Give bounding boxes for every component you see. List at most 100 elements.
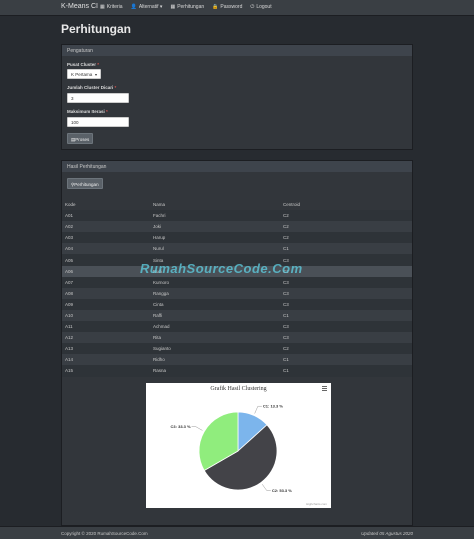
table-cell: A15: [65, 368, 74, 374]
table-cell: C2: [283, 268, 289, 274]
chevron-down-icon: ▾: [94, 72, 97, 77]
table-cell: C3: [283, 257, 289, 263]
table-row: A03 Harup C2: [62, 232, 412, 244]
pie-data-label: C1: 13.3 %: [263, 404, 283, 409]
table-cell: Harup: [153, 235, 166, 241]
table-cell: Rangga: [153, 290, 169, 296]
navbar: K-Means CI ▦ Kriteria 👤 Alternatif ▾ ▦ Perh…: [0, 0, 474, 16]
table-cell: C3: [283, 324, 289, 330]
result-table: Kode Nama Centroid A01 Fachri C2 A02 Joki C2 A…: [62, 199, 412, 377]
table-row: A05 Sinta C3: [62, 254, 412, 266]
table-cell: Fachri: [153, 213, 166, 219]
settings-heading: Pengaturan: [62, 45, 412, 56]
table-row: A12 Rita C3: [62, 332, 412, 344]
jumlah-cluster-label: Jumlah Cluster Dicari *: [67, 85, 117, 90]
pie-svg: C1: 13.3 % C2: 53.3 % C3: 33.3 %: [171, 404, 293, 493]
table-cell: A11: [65, 324, 73, 330]
table-header: Kode Nama Centroid: [62, 199, 412, 210]
table-cell: A06: [65, 268, 74, 274]
table-cell: C2: [283, 346, 289, 352]
table-row: A06 Budi C2: [62, 265, 412, 277]
pie-slice-c3[interactable]: [198, 411, 239, 472]
search-icon: ⚲: [71, 182, 75, 187]
table-cell: Joki: [153, 224, 162, 230]
table-cell: A09: [65, 301, 74, 307]
chart-title: Grafik Hasil Clustering: [210, 386, 267, 392]
table-cell: A03: [65, 235, 74, 241]
pie-chart: Grafik Hasil Clustering C1: 13.3 % C2: 53…: [146, 383, 331, 508]
grid-icon: ▦: [170, 4, 176, 10]
watermark: RumahSourceCode.Com: [140, 261, 303, 276]
table-cell: Rasna: [153, 368, 167, 374]
table-cell: A04: [65, 246, 74, 252]
column-header: Kode: [65, 202, 76, 208]
pie-leader-line: [191, 426, 203, 431]
proses-button[interactable]: ▤Proses: [67, 133, 94, 144]
nav-item-alternatif[interactable]: 👤 Alternatif ▾: [130, 4, 163, 10]
footer-copyright: Copyright © 2020 RumahSourceCode.Com: [61, 531, 148, 536]
table-cell: C3: [283, 279, 289, 285]
result-heading: Hasil Perhitungan: [62, 161, 412, 172]
table-cell: A08: [65, 290, 74, 296]
table-cell: Rita: [153, 335, 162, 341]
table-cell: C1: [283, 246, 289, 252]
footer-updated: Updated 05 Agustus 2020: [361, 531, 413, 536]
jumlah-cluster-input[interactable]: 3: [67, 93, 129, 103]
document-icon: ▤: [71, 137, 76, 142]
footer: Copyright © 2020 RumahSourceCode.Com Upd…: [0, 526, 474, 539]
table-cell: C1: [283, 368, 289, 374]
table-cell: C1: [283, 312, 289, 318]
table-cell: Ridho: [153, 357, 165, 363]
pie-leader-line: [261, 484, 271, 491]
table-cell: Cinta: [153, 301, 164, 307]
table-row: A13 Sugianto C2: [62, 343, 412, 355]
table-cell: A14: [65, 357, 74, 363]
table-cell: C2: [283, 224, 289, 230]
perhitungan-button[interactable]: ⚲Perhitungan: [67, 178, 103, 189]
nav-item-password[interactable]: 🔒 Password: [212, 4, 243, 10]
table-cell: C3: [283, 301, 289, 307]
table-cell: Budi: [153, 268, 163, 274]
table-cell: C2: [283, 235, 289, 241]
column-header: Centroid: [283, 202, 301, 208]
table-row: A01 Fachri C2: [62, 210, 412, 222]
column-header: Nama: [153, 202, 166, 208]
table-cell: Nurul: [153, 246, 164, 252]
pie-leader-line: [254, 405, 262, 414]
nav-menu: ▦ Kriteria 👤 Alternatif ▾ ▦ Perhitungan 🔒 Pa…: [100, 4, 272, 10]
pusat-cluster-select[interactable]: K Pertama ▾: [67, 69, 101, 79]
chart-credit: Highcharts.com: [306, 502, 327, 506]
table-cell: A10: [65, 312, 74, 318]
pie-slice-c2[interactable]: [203, 424, 278, 491]
maksimum-iterasi-label: Maksimum Iterasi *: [67, 109, 108, 114]
table-cell: C1: [283, 357, 289, 363]
table-row: A09 Cinta C3: [62, 298, 412, 310]
result-panel: Hasil Perhitungan ⚲Perhitungan Kode Nama…: [61, 160, 413, 526]
nav-item-kriteria[interactable]: ▦ Kriteria: [100, 4, 123, 10]
table-row: A11 Achmad C3: [62, 321, 412, 333]
lock-icon: 🔒: [212, 4, 219, 10]
table-cell: Kurnoro: [153, 279, 170, 285]
table-cell: C3: [283, 290, 289, 296]
brand-link[interactable]: K-Means CI: [61, 3, 98, 10]
table-cell: A05: [65, 257, 74, 263]
table-row: A04 Nurul C1: [62, 243, 412, 255]
nav-item-logout[interactable]: ⏻ Logout: [250, 4, 272, 10]
pusat-cluster-label: Pusat Cluster *: [67, 62, 100, 67]
table-row: A14 Ridho C1: [62, 354, 412, 366]
table-cell: A01: [65, 213, 74, 219]
table-cell: Sugianto: [153, 346, 171, 352]
grid-icon: ▦: [100, 4, 105, 10]
table-cell: Sinta: [153, 257, 164, 263]
table-row: A15 Rasna C1: [62, 365, 412, 377]
table-cell: A13: [65, 346, 74, 352]
nav-item-perhitungan[interactable]: ▦ Perhitungan: [170, 4, 205, 10]
menu-icon[interactable]: [322, 386, 327, 392]
table-row: A08 Rangga C3: [62, 287, 412, 299]
table-cell: A12: [65, 335, 74, 341]
table-row: A02 Joki C2: [62, 221, 412, 233]
logout-icon: ⏻: [250, 4, 255, 10]
table-cell: A07: [65, 279, 74, 285]
table-row: A07 Kurnoro C3: [62, 276, 412, 288]
maksimum-iterasi-input[interactable]: 100: [67, 117, 129, 127]
